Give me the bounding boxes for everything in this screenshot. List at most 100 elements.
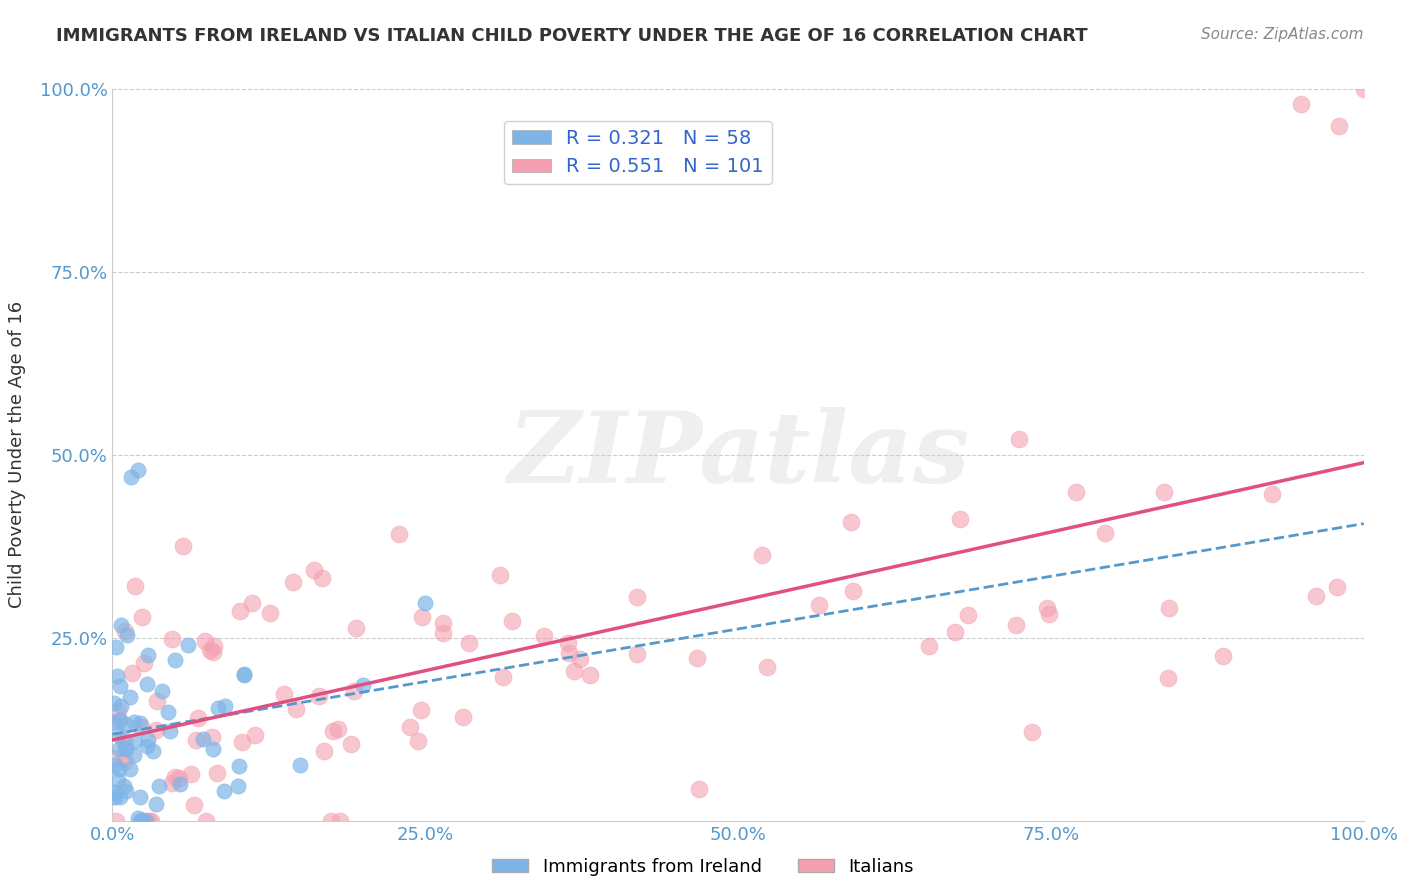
Point	[194, 633, 217, 648]
Point	[207, 701, 229, 715]
Point	[1327, 119, 1350, 133]
Point	[413, 596, 436, 610]
Point	[245, 728, 267, 742]
Point	[157, 705, 180, 719]
Point	[226, 779, 249, 793]
Point	[183, 797, 205, 812]
Point	[626, 590, 648, 604]
Point	[352, 678, 374, 692]
Point	[214, 698, 236, 713]
Point	[232, 668, 254, 682]
Point	[751, 549, 773, 563]
Point	[136, 648, 159, 662]
Point	[308, 689, 330, 703]
Point	[138, 814, 160, 828]
Point	[103, 751, 125, 765]
Point	[172, 539, 194, 553]
Point	[191, 732, 214, 747]
Point	[842, 584, 865, 599]
Point	[135, 677, 157, 691]
Point	[108, 713, 131, 727]
Point	[132, 657, 155, 671]
Point	[1261, 487, 1284, 501]
Point	[202, 639, 225, 653]
Text: IMMIGRANTS FROM IRELAND VS ITALIAN CHILD POVERTY UNDER THE AGE OF 16 CORRELATION: IMMIGRANTS FROM IRELAND VS ITALIAN CHILD…	[56, 27, 1088, 45]
Point	[1008, 432, 1031, 446]
Point	[120, 470, 142, 484]
Point	[808, 599, 831, 613]
Point	[918, 640, 941, 654]
Point	[129, 790, 152, 805]
Point	[201, 741, 224, 756]
Point	[124, 579, 146, 593]
Point	[755, 660, 778, 674]
Point	[686, 650, 709, 665]
Point	[103, 789, 125, 803]
Point	[136, 733, 159, 747]
Point	[285, 701, 308, 715]
Point	[108, 742, 131, 756]
Point	[1153, 485, 1175, 500]
Point	[451, 709, 474, 723]
Point	[105, 640, 128, 654]
Point	[107, 704, 129, 718]
Point	[322, 723, 344, 738]
Point	[568, 652, 591, 666]
Point	[186, 733, 208, 747]
Point	[1291, 96, 1313, 111]
Point	[343, 684, 366, 698]
Point	[688, 781, 710, 796]
Point	[326, 722, 349, 736]
Point	[177, 638, 200, 652]
Point	[108, 679, 131, 693]
Point	[194, 814, 217, 828]
Point	[558, 646, 581, 660]
Point	[124, 734, 146, 748]
Point	[1038, 607, 1060, 622]
Point	[127, 462, 149, 476]
Point	[319, 814, 342, 828]
Point	[169, 777, 191, 791]
Point	[290, 758, 312, 772]
Point	[114, 754, 136, 768]
Point	[180, 767, 202, 781]
Point	[281, 575, 304, 590]
Legend: Immigrants from Ireland, Italians: Immigrants from Ireland, Italians	[485, 851, 921, 883]
Point	[231, 735, 253, 749]
Point	[228, 758, 250, 772]
Point	[406, 734, 429, 748]
Point	[956, 607, 979, 622]
Point	[163, 653, 186, 667]
Text: Source: ZipAtlas.com: Source: ZipAtlas.com	[1201, 27, 1364, 42]
Point	[103, 697, 125, 711]
Point	[145, 797, 167, 811]
Point	[839, 515, 862, 529]
Point	[626, 647, 648, 661]
Point	[1094, 526, 1116, 541]
Point	[114, 735, 136, 749]
Point	[165, 770, 187, 784]
Point	[205, 766, 228, 780]
Point	[202, 645, 225, 659]
Point	[118, 690, 141, 704]
Point	[240, 595, 263, 609]
Point	[314, 744, 336, 758]
Point	[131, 610, 153, 624]
Text: ZIPatlas: ZIPatlas	[508, 407, 969, 503]
Y-axis label: Child Poverty Under the Age of 16: Child Poverty Under the Age of 16	[7, 301, 25, 608]
Point	[1157, 671, 1180, 685]
Point	[1212, 648, 1234, 663]
Point	[103, 714, 125, 729]
Point	[346, 622, 368, 636]
Point	[233, 666, 256, 681]
Point	[115, 784, 138, 798]
Point	[1021, 725, 1043, 739]
Point	[201, 730, 224, 744]
Point	[187, 711, 209, 725]
Point	[399, 720, 422, 734]
Point	[212, 784, 235, 798]
Point	[107, 714, 129, 729]
Point	[139, 814, 162, 828]
Point	[259, 606, 281, 620]
Point	[145, 694, 167, 708]
